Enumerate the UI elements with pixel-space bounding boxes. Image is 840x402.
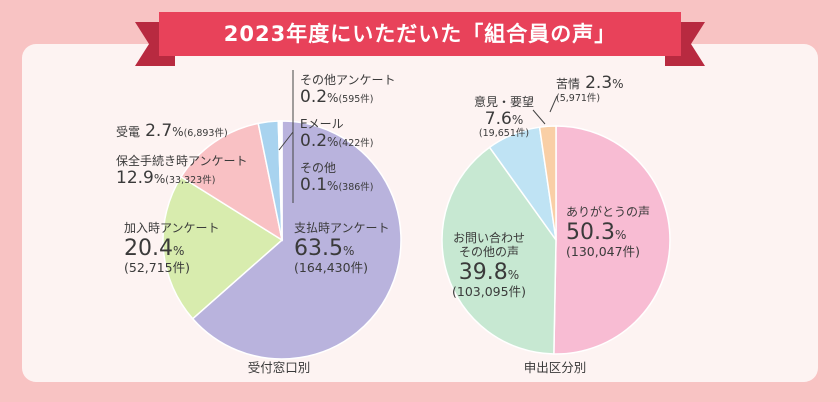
pie-slice-pie-right-3 bbox=[538, 125, 557, 241]
title-banner: 2023年度にいただいた「組合員の声」 bbox=[135, 8, 705, 68]
leader-lines bbox=[278, 70, 558, 203]
label-otoiawase: お問い合わせ その他の声 39.8% (103,095件) bbox=[452, 231, 526, 299]
pie-slice-pie-right-0 bbox=[553, 125, 671, 355]
pie-slice-pie-left-2 bbox=[180, 122, 284, 242]
label-sonota: その他 0.1%(386件) bbox=[300, 161, 374, 195]
label-kujo: 苦情 2.3% (5,971件) bbox=[556, 73, 624, 104]
label-juden: 受電 2.7%(6,893件) bbox=[116, 121, 228, 141]
leader-line-iken bbox=[532, 109, 546, 125]
label-email: Eメール 0.2%(422件) bbox=[300, 117, 374, 151]
label-arigatou: ありがとうの声 50.3% (130,047件) bbox=[566, 205, 651, 260]
label-hozen: 保全手続き時アンケート 12.9%(33,323件) bbox=[116, 154, 248, 188]
banner-ribbon bbox=[135, 12, 705, 66]
label-sonota-anketo: その他アンケート 0.2%(595件) bbox=[300, 73, 396, 107]
label-iken: 意見・要望 7.6% (19,651件) bbox=[474, 95, 535, 140]
leader-line-kujo bbox=[549, 95, 558, 113]
bracket-leader bbox=[278, 131, 294, 151]
pie-slice-pie-left-1 bbox=[162, 175, 284, 320]
page-title: 2023年度にいただいた「組合員の声」 bbox=[223, 22, 617, 46]
pie-slice-pie-left-0 bbox=[191, 120, 402, 360]
label-kanyu: 加入時アンケート 20.4% (52,715件) bbox=[124, 221, 220, 276]
label-shiharai: 支払時アンケート 63.5% (164,430件) bbox=[294, 221, 390, 276]
caption-left: 受付窓口別 bbox=[247, 360, 311, 375]
caption-right: 申出区分別 bbox=[523, 360, 587, 375]
pie-left bbox=[162, 120, 402, 360]
pie-slice-pie-right-1 bbox=[441, 146, 557, 355]
pie-slice-pie-left-6 bbox=[280, 120, 283, 241]
pie-right bbox=[441, 125, 671, 355]
chart-panel bbox=[22, 44, 818, 382]
